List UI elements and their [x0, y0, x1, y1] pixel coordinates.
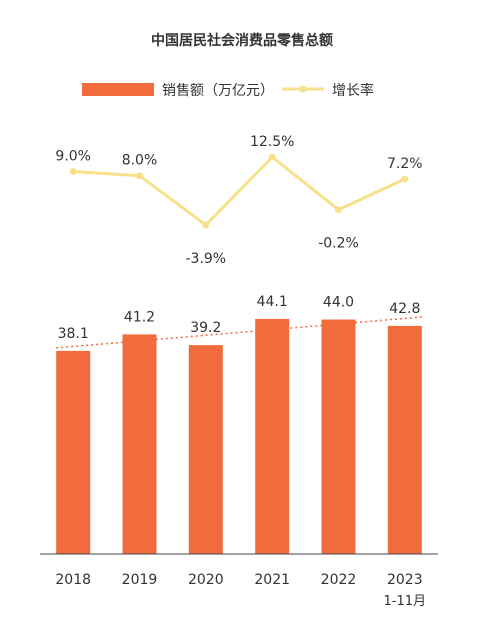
bar-value-label-2023: 42.8 [389, 301, 420, 317]
bar-value-label-2021: 44.1 [257, 294, 288, 310]
x-tick-label-2019: 2019 [122, 572, 158, 588]
growth-value-label-2021: 12.5% [250, 134, 294, 150]
bar-value-label-2018: 38.1 [58, 326, 89, 342]
growth-point-2022 [335, 206, 342, 214]
legend-label-growth: 增长率 [332, 82, 374, 99]
growth-point-2020 [202, 221, 210, 229]
legend-swatch-growth-marker [299, 85, 307, 93]
growth-point-2018 [69, 168, 77, 175]
growth-value-label-2020: -3.9% [185, 251, 226, 267]
bar-value-label-2019: 41.2 [124, 309, 155, 325]
growth-point-2023 [401, 175, 409, 183]
bar-2020 [188, 345, 223, 554]
growth-line [73, 155, 406, 227]
legend: 销售额（万亿元） 增长率 [82, 82, 374, 99]
bar-value-label-2020: 39.2 [190, 320, 221, 336]
legend-swatch-sales [82, 83, 154, 96]
x-tick-label-2018: 2018 [55, 572, 91, 588]
x-tick-label-2020: 2020 [188, 572, 224, 588]
x-tick-sublabel-2023: 1-11月 [384, 594, 427, 609]
trendline [56, 316, 422, 349]
bar-value-label-2022: 44.0 [323, 295, 354, 311]
growth-value-label-2018: 9.0% [55, 149, 91, 165]
bar-2019 [122, 334, 157, 554]
bar-2018 [56, 350, 91, 554]
legend-label-sales: 销售额（万亿元） [162, 83, 274, 99]
bar-2021 [255, 318, 290, 554]
x-tick-label-2021: 2021 [254, 572, 290, 588]
bar-2022 [321, 319, 356, 554]
x-tick-label-2023: 2023 [387, 572, 423, 588]
chart-title: 中国居民社会消费品零售总额 [151, 32, 333, 49]
growth-point-2019 [136, 172, 143, 180]
growth-value-label-2023: 7.2% [387, 156, 423, 172]
growth-value-label-2019: 8.0% [122, 153, 158, 169]
growth-value-label-2022: -0.2% [318, 236, 359, 252]
x-tick-label-2022: 2022 [321, 572, 357, 588]
growth-point-2021 [268, 153, 276, 161]
bar-2023 [387, 325, 422, 554]
